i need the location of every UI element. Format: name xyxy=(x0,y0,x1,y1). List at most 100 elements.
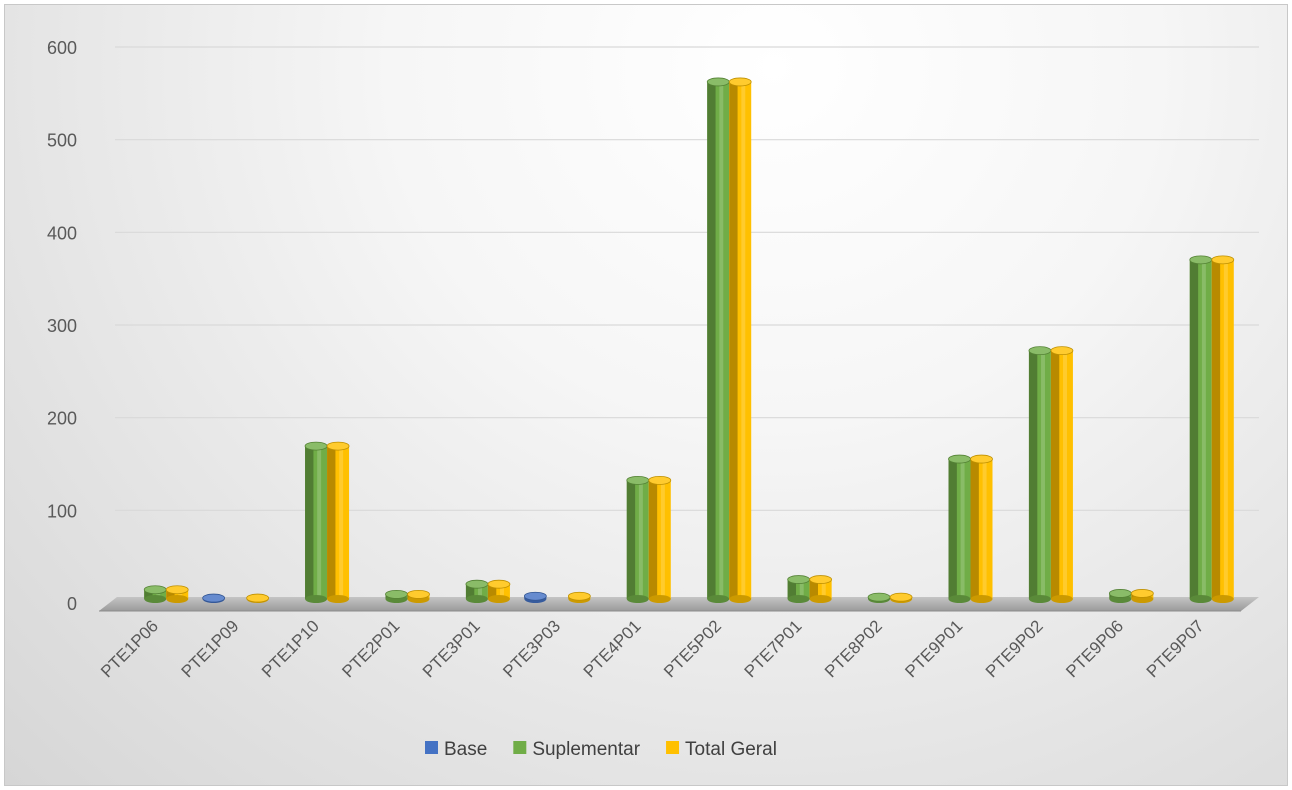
bar-PTE1P09-total-geral xyxy=(246,593,270,603)
y-tick-label: 500 xyxy=(47,131,77,151)
y-tick-label: 300 xyxy=(47,316,77,336)
gridlines xyxy=(115,46,1259,511)
bar-highlight xyxy=(660,480,665,599)
legend: Base Suplementar Total Geral xyxy=(425,739,777,760)
bar-top xyxy=(202,593,226,603)
x-tick-label: PTE1P10 xyxy=(258,616,323,681)
bar-base xyxy=(809,595,832,603)
bars xyxy=(143,77,1235,603)
bar-PTE2P01-total-geral xyxy=(407,589,430,603)
bar-PTE9P01-total-geral xyxy=(970,454,993,603)
legend-label: Suplementar xyxy=(532,739,640,760)
x-tick-label: PTE1P09 xyxy=(178,616,243,681)
y-tick-label: 400 xyxy=(47,223,77,243)
bar-top xyxy=(948,454,971,464)
bar-shade xyxy=(970,459,979,599)
x-tick-label: PTE2P01 xyxy=(338,616,403,681)
bar-shade xyxy=(626,480,636,599)
bar-highlight xyxy=(1201,259,1206,599)
bar-highlight xyxy=(317,446,322,599)
bar-base xyxy=(166,595,189,603)
bar-top xyxy=(809,575,833,584)
y-tick-label: 200 xyxy=(47,409,77,429)
bar-top xyxy=(1050,346,1074,356)
bar-PTE9P02-total-geral xyxy=(1050,346,1074,603)
bar-PTE8P02-total-geral xyxy=(889,592,913,603)
bar-PTE4P01-suplementar xyxy=(626,475,650,603)
bar-top xyxy=(626,475,650,485)
bar-shade xyxy=(465,584,475,599)
bar-PTE9P01-suplementar xyxy=(948,454,971,603)
bar-PTE9P07-total-geral xyxy=(1211,255,1235,603)
bar-highlight xyxy=(1063,350,1067,599)
bar-shade xyxy=(729,81,738,600)
x-tick-label: PTE9P07 xyxy=(1143,616,1208,681)
bar-base xyxy=(970,595,993,603)
bar-PTE3P01-total-geral xyxy=(487,579,511,603)
bar-PTE5P02-suplementar xyxy=(706,77,730,603)
legend-swatch xyxy=(513,741,527,754)
bar-highlight xyxy=(719,81,724,600)
y-axis: 0 100 200 300 400 500 600 xyxy=(47,38,77,614)
bar-PTE3P01-suplementar xyxy=(465,579,489,603)
bar-PTE9P06-suplementar xyxy=(1108,589,1132,603)
y-tick-label: 100 xyxy=(47,501,77,521)
bar-PTE9P06-total-geral xyxy=(1130,589,1154,603)
bar-base xyxy=(1050,595,1073,603)
x-axis: PTE1P06 PTE1P09 PTE1P10 PTE2P01 PTE3P01 PTE3P… xyxy=(97,616,1207,681)
bar-top xyxy=(970,454,993,464)
bar-PTE1P06-suplementar xyxy=(143,585,167,603)
bar-base xyxy=(327,595,350,603)
bar-top xyxy=(1130,589,1154,598)
bar-shade xyxy=(648,480,658,599)
x-tick-label: PTE9P06 xyxy=(1062,616,1127,681)
x-tick-label: PTE5P02 xyxy=(660,616,725,681)
bar-highlight xyxy=(799,579,804,599)
bar-base xyxy=(948,595,971,603)
bar-top xyxy=(648,475,672,485)
legend-swatch xyxy=(666,741,680,754)
bar-base xyxy=(1211,595,1234,603)
y-tick-label: 600 xyxy=(47,38,77,58)
x-tick-label: PTE8P02 xyxy=(821,616,886,681)
bar-highlight xyxy=(638,480,643,599)
bar-base xyxy=(1189,595,1212,603)
bar-PTE1P10-total-geral xyxy=(326,441,350,603)
bar-highlight xyxy=(982,459,987,599)
x-tick-label: PTE3P03 xyxy=(499,616,564,681)
legend-label: Total Geral xyxy=(685,739,777,760)
bar-shade xyxy=(787,579,797,599)
bar-highlight xyxy=(339,446,344,599)
bar-top xyxy=(728,77,752,87)
bar-PTE7P01-suplementar xyxy=(787,575,811,603)
bar-highlight xyxy=(178,589,183,599)
bar-shade xyxy=(327,446,336,599)
bar-top xyxy=(304,441,328,451)
bar-top xyxy=(246,593,270,603)
bar-base xyxy=(1028,595,1051,603)
bar-top xyxy=(407,589,430,599)
bar-highlight xyxy=(741,81,746,600)
bar-shade xyxy=(707,81,716,600)
bar-base xyxy=(707,595,730,603)
x-tick-label: PTE1P06 xyxy=(97,616,162,681)
bar-shade xyxy=(166,589,175,599)
bar-PTE7P01-total-geral xyxy=(809,575,833,603)
bar-chart: 0 100 200 300 400 500 600 PTE1P06 PTE1P09 PTE1P1… xyxy=(47,38,1259,760)
bar-PTE9P07-suplementar xyxy=(1189,255,1213,603)
bar-PTE1P06-total-geral xyxy=(165,585,189,603)
bar-highlight xyxy=(1041,350,1045,599)
x-tick-label: PTE9P02 xyxy=(982,616,1047,681)
bar-PTE3P03-base xyxy=(523,591,547,603)
bar-top xyxy=(1189,255,1213,265)
legend-label: Base xyxy=(444,739,487,760)
bar-shade xyxy=(1211,259,1221,599)
y-tick-label: 0 xyxy=(67,594,77,614)
x-tick-label: PTE4P01 xyxy=(580,616,645,681)
bar-top xyxy=(487,579,511,589)
bar-top xyxy=(867,592,891,602)
bar-PTE5P02-total-geral xyxy=(728,77,752,603)
bar-PTE4P01-total-geral xyxy=(648,475,672,603)
bar-PTE8P02-suplementar xyxy=(867,592,891,603)
bar-base xyxy=(144,595,167,603)
